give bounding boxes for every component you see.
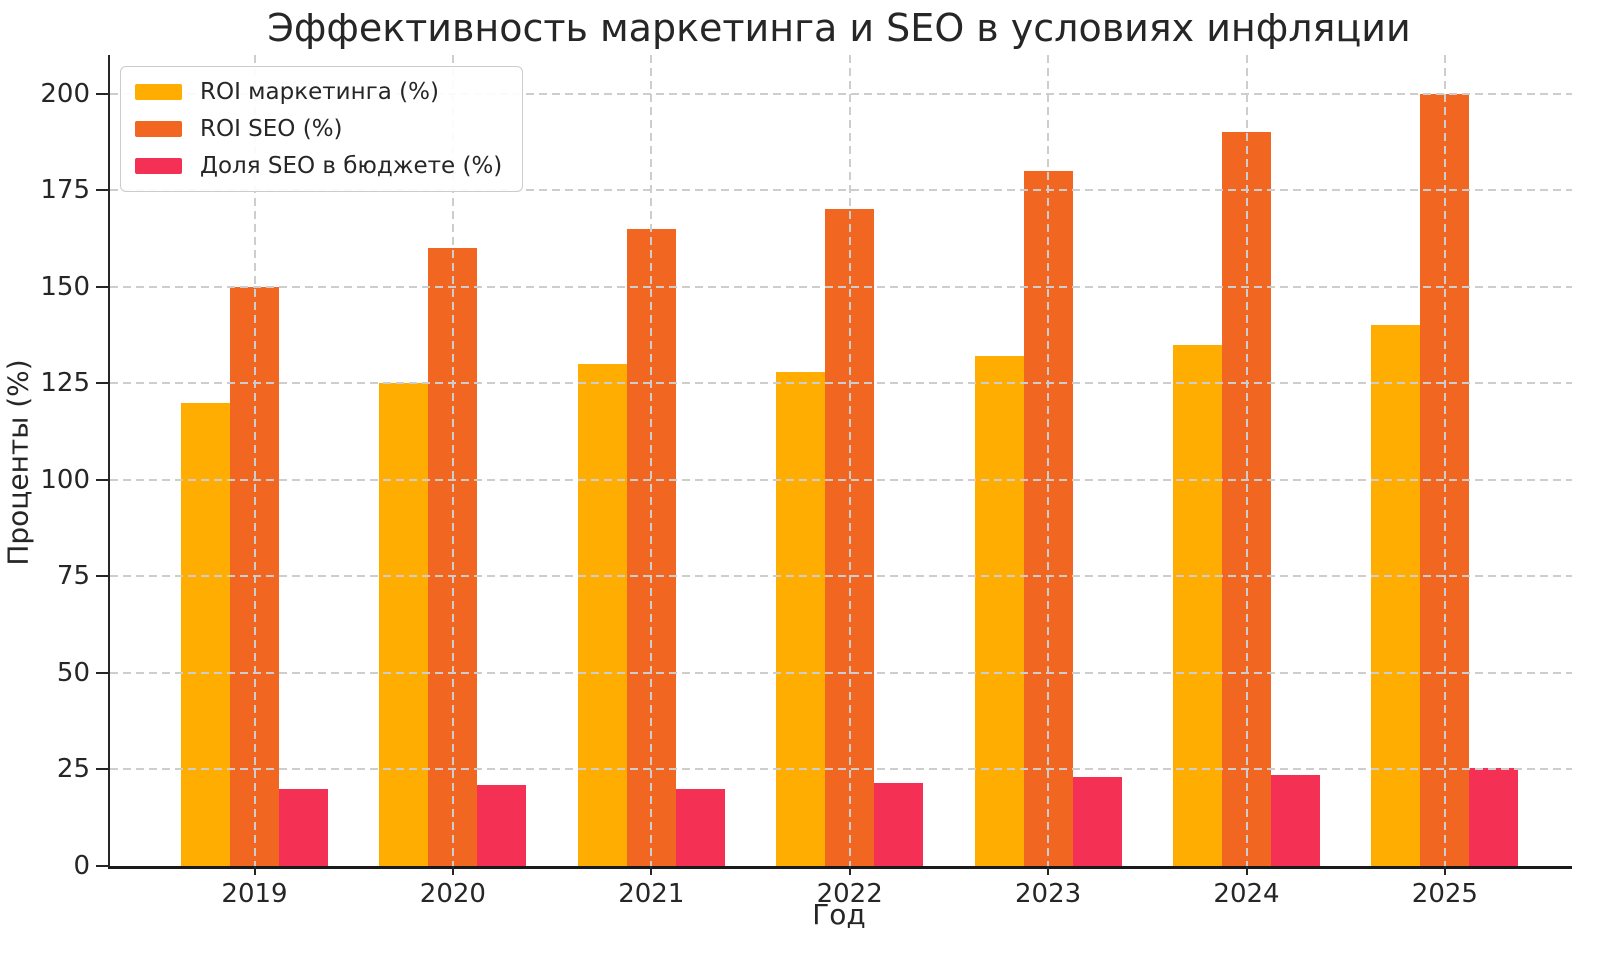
x-tick-label-2025: 2025 xyxy=(1411,879,1478,909)
y-tick-mark-0 xyxy=(96,865,108,867)
bar-2025-series-0 xyxy=(1371,325,1421,866)
bar-2022-series-1 xyxy=(825,209,875,866)
y-tick-label-0: 0 xyxy=(73,851,90,881)
bar-2025-series-1 xyxy=(1420,93,1470,866)
x-tick-mark-2023 xyxy=(1047,866,1050,875)
bar-2021-series-2 xyxy=(675,788,725,866)
legend-label-roi-marketing: ROI маркетинга (%) xyxy=(200,79,439,105)
bar-2020-series-1 xyxy=(428,248,478,866)
legend-item-seo-budget-share: Доля SEO в бюджете (%) xyxy=(135,153,502,179)
axis-layer: 0 25 50 75 100 125 150 175 200 2019 2020 2021 2022 20… xyxy=(40,55,1572,909)
y-tick-label-25: 25 xyxy=(56,754,90,785)
y-tick-label-100: 100 xyxy=(40,464,90,495)
y-tick-label-150: 150 xyxy=(40,271,90,302)
bar-2023-series-2 xyxy=(1072,777,1122,866)
bar-2020-series-0 xyxy=(379,383,429,866)
y-tick-mark-50 xyxy=(96,671,108,674)
x-tick-mark-2019 xyxy=(253,866,256,875)
bar-2019-series-0 xyxy=(181,402,230,866)
y-tick-label-175: 175 xyxy=(40,175,90,206)
x-tick-mark-2022 xyxy=(848,866,851,875)
y-tick-label-125: 125 xyxy=(40,368,90,399)
bar-2024-series-1 xyxy=(1222,132,1271,866)
legend-swatch-roi-seo xyxy=(135,121,182,137)
x-axis-label: Год xyxy=(812,898,866,931)
legend-label-seo-budget-share: Доля SEO в бюджете (%) xyxy=(200,153,503,179)
bar-2021-series-0 xyxy=(577,363,627,866)
bar-2023-series-1 xyxy=(1023,170,1073,866)
x-tick-label-2021: 2021 xyxy=(618,879,685,909)
bar-2024-series-0 xyxy=(1173,344,1222,866)
x-tick-label-2023: 2023 xyxy=(1015,879,1082,909)
legend-label-roi-seo: ROI SEO (%) xyxy=(200,116,343,142)
bar-2019-series-1 xyxy=(230,286,279,866)
legend-swatch-seo-budget-share xyxy=(135,158,182,174)
legend-swatch-roi-marketing xyxy=(135,84,182,100)
bar-2019-series-2 xyxy=(279,788,328,866)
y-axis-label: Проценты (%) xyxy=(1,359,35,566)
legend-item-roi-seo: ROI SEO (%) xyxy=(135,116,502,142)
y-tick-mark-25 xyxy=(96,768,108,771)
x-tick-mark-2020 xyxy=(451,866,454,875)
x-tick-mark-2025 xyxy=(1443,866,1446,875)
y-tick-label-200: 200 xyxy=(40,78,90,109)
x-tick-label-2020: 2020 xyxy=(419,879,486,909)
y-tick-label-50: 50 xyxy=(56,657,90,688)
x-tick-mark-2024 xyxy=(1245,866,1248,875)
x-tick-label-2019: 2019 xyxy=(221,879,288,909)
legend: ROI маркетинга (%) ROI SEO (%) Доля SEO … xyxy=(120,66,524,192)
legend-item-roi-marketing: ROI маркетинга (%) xyxy=(135,79,502,105)
bar-2022-series-0 xyxy=(776,371,826,866)
bar-2024-series-2 xyxy=(1271,775,1320,866)
y-tick-mark-100 xyxy=(96,478,108,481)
x-tick-label-2022: 2022 xyxy=(816,879,883,909)
chart-title: Эффективность маркетинга и SEO в условия… xyxy=(267,6,1411,50)
plot-area: 0 25 50 75 100 125 150 175 200 2019 2020 2021 2022 20… xyxy=(40,55,1572,909)
bar-2020-series-2 xyxy=(477,784,527,866)
y-tick-mark-175 xyxy=(96,189,108,192)
x-tick-mark-2021 xyxy=(650,866,653,875)
y-tick-mark-150 xyxy=(96,285,108,288)
bar-2025-series-2 xyxy=(1469,767,1519,866)
bar-2023-series-0 xyxy=(974,356,1024,866)
bar-2021-series-1 xyxy=(626,228,676,866)
y-tick-label-75: 75 xyxy=(56,561,90,592)
y-tick-mark-75 xyxy=(96,575,108,578)
x-tick-label-2024: 2024 xyxy=(1213,879,1280,909)
bar-2022-series-2 xyxy=(874,782,924,866)
y-tick-mark-125 xyxy=(96,382,108,385)
y-tick-mark-200 xyxy=(96,92,108,95)
